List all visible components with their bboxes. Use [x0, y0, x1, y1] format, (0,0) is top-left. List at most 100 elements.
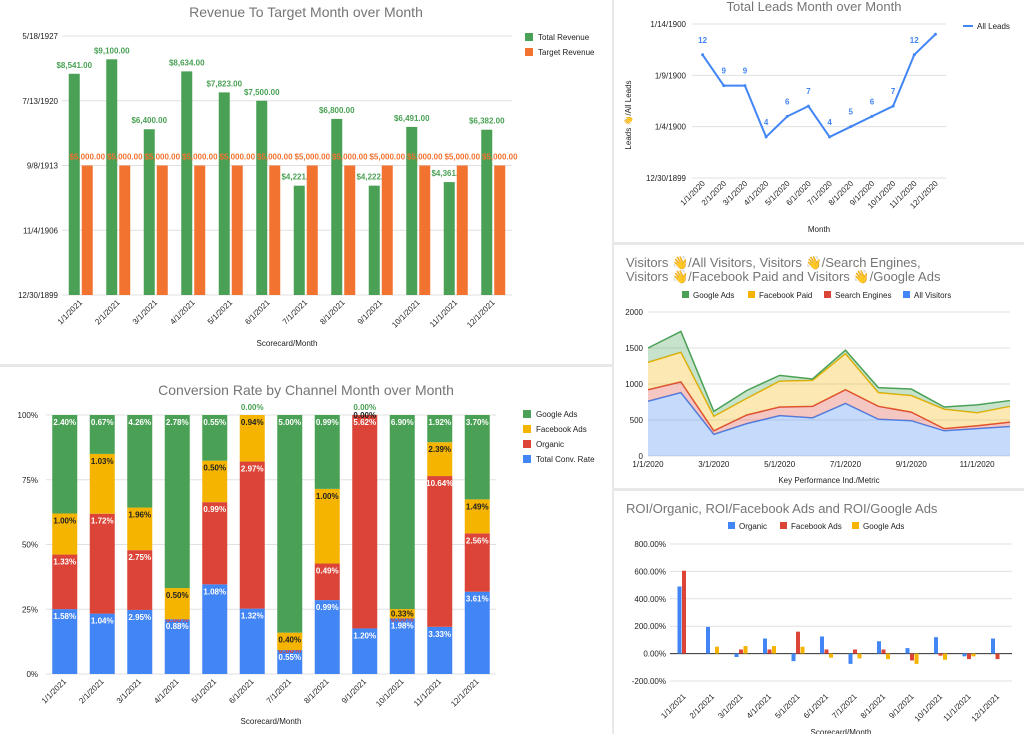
data-label: $7,823.00 [206, 79, 242, 88]
data-point [701, 53, 705, 57]
data-point [891, 104, 895, 108]
data-label: 3.70% [466, 418, 489, 427]
legend-swatch [523, 410, 531, 418]
area-line-google-ads [647, 330, 1011, 413]
chart-title: Conversion Rate by Channel Month over Mo… [158, 382, 454, 398]
bar-target-revenue [81, 165, 93, 295]
bar-facebook-ads [739, 649, 743, 654]
legend-swatch [728, 522, 735, 529]
data-label: $5,000.00 [369, 153, 405, 162]
bar-facebook-ads [767, 649, 772, 654]
conversion-chart-panel: Conversion Rate by Channel Month over Mo… [0, 367, 612, 734]
data-point [785, 114, 789, 118]
y-tick-label: 1500 [625, 344, 643, 353]
revenue-chart-panel: Revenue To Target Month over Month 5/18/1… [0, 0, 612, 364]
y-tick-label: 50% [22, 541, 38, 550]
bar-total-revenue [106, 59, 118, 296]
bar-organic [905, 648, 910, 654]
bar-facebook-ads [464, 499, 490, 534]
x-tick-label: 4/1/2021 [745, 692, 774, 721]
bar-organic [991, 638, 995, 654]
data-point [806, 104, 810, 108]
bar-organic [52, 554, 78, 610]
conversion-chart: Conversion Rate by Channel Month over Mo… [18, 382, 596, 726]
x-tick-label: 9/1/2021 [356, 298, 385, 327]
legend-swatch [682, 291, 689, 298]
bar-target-revenue [494, 165, 506, 295]
data-label: 0.00% [391, 614, 414, 623]
data-label: $4,222.00 [356, 173, 392, 182]
bar-total-conv-rate [164, 619, 190, 674]
x-tick-label: 3/1/2021 [716, 692, 745, 721]
y-tick-label: 200.00% [634, 622, 666, 631]
data-point [912, 53, 916, 57]
data-label: 1.92% [428, 418, 451, 427]
data-label: 0.99% [316, 418, 339, 427]
bar-facebook-ads [164, 588, 190, 620]
data-label: $5,000.00 [482, 153, 518, 162]
x-tick-label: 8/1/2021 [318, 298, 347, 327]
data-label: 2.78% [166, 418, 189, 427]
data-label: $6,491.00 [394, 114, 430, 123]
data-label: 3.61% [466, 595, 489, 604]
legend-label: Search Engines [835, 291, 891, 300]
x-tick-label: 3/1/2020 [698, 460, 730, 469]
bar-organic [677, 586, 682, 654]
data-label: 4 [764, 118, 769, 127]
legend-swatch [525, 33, 533, 41]
x-tick-label: 6/1/2021 [802, 692, 831, 721]
data-label: 10.64% [426, 479, 453, 488]
area-line-search-engines [647, 380, 1011, 432]
x-tick-label: 9/1/2021 [887, 692, 916, 721]
x-tick-label: 1/1/2020 [632, 460, 664, 469]
bar-total-conv-rate [427, 626, 453, 674]
data-point [722, 84, 726, 88]
legend-label: Organic [536, 440, 564, 449]
bar-target-revenue [456, 165, 468, 295]
x-tick-label: 8/1/2021 [859, 692, 888, 721]
data-label: 0.00% [241, 403, 264, 412]
data-point [870, 114, 874, 118]
legend-swatch [748, 291, 755, 298]
x-axis-label: Month [808, 225, 830, 234]
bar-facebook-ads [881, 649, 886, 654]
y-tick-label: 100% [18, 411, 38, 420]
data-label: 5 [849, 108, 854, 117]
chart-title: Total Leads Month over Month [727, 0, 902, 14]
data-label: 6 [785, 97, 790, 106]
bar-google-ads [389, 415, 415, 610]
data-label: $5,000.00 [182, 153, 218, 162]
data-label: 0.55% [203, 418, 226, 427]
legend-label: Total Revenue [538, 33, 590, 42]
bar-google-ads [886, 653, 890, 660]
bar-facebook-ads [127, 507, 153, 551]
data-label: $8,541.00 [56, 61, 92, 70]
bar-organic [791, 653, 796, 662]
data-label: $9,100.00 [94, 46, 130, 55]
x-tick-label: 5/1/2020 [764, 460, 796, 469]
bar-total-conv-rate [239, 608, 265, 674]
data-label: 0.00% [166, 615, 189, 624]
data-label: $5,000.00 [444, 153, 480, 162]
bar-google-ads [464, 415, 490, 500]
x-tick-label: 7/1/2021 [265, 677, 294, 706]
bar-organic [464, 533, 490, 592]
bar-target-revenue [194, 165, 206, 295]
bar-total-revenue [181, 71, 193, 296]
y-tick-label: 1/9/1900 [655, 71, 687, 80]
bar-total-revenue [331, 118, 343, 295]
bar-organic [427, 476, 453, 627]
data-label: 0.40% [278, 636, 301, 645]
data-label: 1.32% [241, 612, 264, 621]
data-point [933, 32, 937, 36]
y-tick-label: 400.00% [634, 595, 666, 604]
data-label: 0.33% [391, 610, 414, 619]
bar-google-ads [829, 653, 833, 658]
y-axis-label: Leads 👋/All Leads [624, 80, 633, 149]
x-tick-label: 1/1/2021 [40, 677, 69, 706]
bar-target-revenue [419, 165, 431, 295]
x-tick-label: 10/1/2021 [390, 298, 422, 330]
bar-total-revenue [256, 100, 268, 295]
bar-facebook-ads [796, 631, 800, 654]
bar-total-conv-rate [202, 584, 228, 674]
